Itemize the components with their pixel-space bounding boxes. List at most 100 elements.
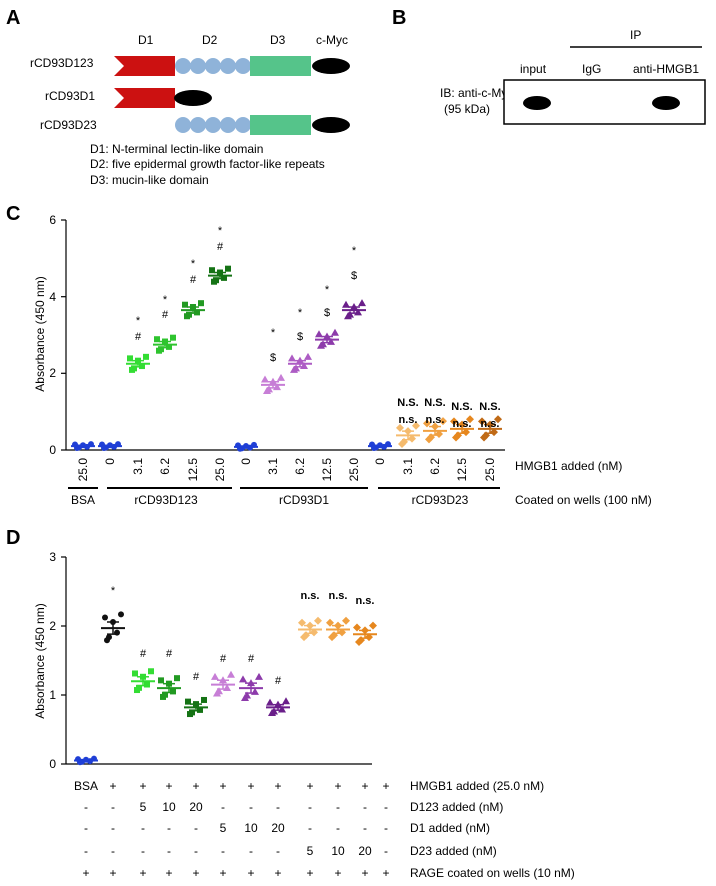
d-table-cell: - bbox=[221, 800, 225, 814]
data-point bbox=[197, 706, 203, 713]
d-table-cell: + bbox=[139, 866, 146, 880]
data-point bbox=[184, 313, 190, 320]
d2-domain-shape-d23 bbox=[175, 117, 251, 133]
data-point bbox=[408, 434, 416, 443]
d-table-cell: - bbox=[111, 844, 115, 858]
c-xtick-label: 25.0 bbox=[483, 458, 497, 482]
domain-label-d3: D3 bbox=[270, 33, 286, 47]
data-point bbox=[143, 353, 149, 360]
data-point bbox=[170, 688, 176, 695]
d-table-cell: - bbox=[141, 821, 145, 835]
d-table-cell: - bbox=[194, 844, 198, 858]
c-xtick-label: 12.5 bbox=[455, 458, 469, 482]
data-point bbox=[261, 375, 269, 383]
d-table-cell: + bbox=[247, 866, 254, 880]
d-table-cell: - bbox=[141, 844, 145, 858]
d-table-cell: + bbox=[192, 866, 199, 880]
d-table-cell: 10 bbox=[162, 800, 176, 814]
d-table-cell: 20 bbox=[189, 800, 203, 814]
data-point bbox=[255, 672, 263, 680]
panel-c-significance-d23: N.S. n.s. N.S. n.s. N.S. n.s. N.S. n.s. bbox=[397, 397, 500, 430]
d-table-cell: - bbox=[308, 800, 312, 814]
data-point bbox=[331, 328, 339, 336]
data-point bbox=[326, 618, 334, 627]
c-xtick-label: 3.1 bbox=[131, 458, 145, 475]
d-table-cell: 5 bbox=[220, 821, 227, 835]
data-point bbox=[158, 677, 164, 684]
d-ytick-2: 2 bbox=[49, 619, 56, 633]
d-table-cell: - bbox=[249, 800, 253, 814]
d-table-cell: 5 bbox=[307, 844, 314, 858]
c-xtick-label: 0 bbox=[373, 458, 387, 465]
d-table-cell: - bbox=[363, 800, 367, 814]
data-point bbox=[209, 267, 215, 274]
data-point bbox=[290, 365, 298, 373]
d-table-cell: - bbox=[84, 800, 88, 814]
data-point bbox=[298, 618, 306, 627]
d-table-cell: + bbox=[334, 866, 341, 880]
sig-hash: # bbox=[275, 675, 282, 687]
kda-label: (95 kDa) bbox=[444, 102, 490, 116]
c-ytick-2: 2 bbox=[49, 366, 56, 380]
d-table-cell: - bbox=[308, 821, 312, 835]
d-table-cell: + bbox=[382, 779, 389, 793]
data-point bbox=[134, 687, 140, 694]
sig-star: * bbox=[298, 307, 303, 319]
d-table-cell: + bbox=[306, 866, 313, 880]
d-table-cell: + bbox=[192, 779, 199, 793]
d-table-cell: - bbox=[111, 821, 115, 835]
data-point bbox=[118, 611, 124, 618]
d-table-cell: 5 bbox=[140, 800, 147, 814]
d-table-cell: 10 bbox=[244, 821, 258, 835]
c-xtick-label: 0 bbox=[103, 458, 117, 465]
d-ytick-3: 3 bbox=[49, 550, 56, 564]
data-point bbox=[239, 675, 247, 683]
data-point bbox=[139, 363, 145, 370]
d-table-cell: + bbox=[165, 779, 172, 793]
data-point bbox=[355, 638, 363, 647]
sig-NS: N.S. bbox=[424, 397, 445, 409]
ip-label: IP bbox=[630, 28, 641, 42]
data-point bbox=[494, 415, 502, 424]
data-point bbox=[358, 299, 366, 307]
construct-label-d123: rCD93D123 bbox=[30, 56, 94, 70]
data-point bbox=[132, 670, 138, 677]
data-point bbox=[304, 352, 312, 360]
c-xtick-label: 3.1 bbox=[266, 458, 280, 475]
sig-hash: # bbox=[166, 648, 173, 660]
d-table-cell: - bbox=[167, 821, 171, 835]
d-table-cell: - bbox=[384, 800, 388, 814]
data-point bbox=[198, 300, 204, 307]
data-point bbox=[315, 330, 323, 338]
sig-ns: n.s. bbox=[399, 414, 418, 426]
d-table-cell: + bbox=[109, 779, 116, 793]
sig-hash: # bbox=[190, 274, 197, 286]
panel-d-data-points bbox=[74, 611, 377, 766]
panel-c-x-tick-labels: 25.0 0 3.1 6.2 12.5 25.0 0 3.1 6.2 12.5 25.0 0 3.1 6.… bbox=[76, 458, 497, 482]
panel-c-data-points bbox=[71, 265, 502, 452]
d-ytick-0: 0 bbox=[49, 757, 56, 771]
d-table-cell: - bbox=[84, 844, 88, 858]
sig-star: * bbox=[191, 258, 196, 270]
d-table-cell: - bbox=[249, 844, 253, 858]
data-point bbox=[154, 336, 160, 343]
d3-domain-shape bbox=[250, 56, 311, 76]
d-table-cell: - bbox=[111, 800, 115, 814]
data-point bbox=[104, 637, 110, 644]
d2-domain-shape bbox=[175, 58, 251, 74]
c-group-d123: rCD93D123 bbox=[134, 493, 198, 507]
data-point bbox=[266, 698, 274, 706]
d-row-label: HMGB1 added (25.0 nM) bbox=[410, 779, 544, 793]
c-row-label-hmgb1: HMGB1 added (nM) bbox=[515, 459, 622, 473]
data-point bbox=[211, 672, 219, 680]
data-point bbox=[187, 711, 193, 718]
data-point bbox=[144, 681, 150, 688]
d-table-cell: + bbox=[334, 779, 341, 793]
data-point bbox=[462, 428, 470, 437]
data-point bbox=[466, 415, 474, 424]
c-xtick-label: 6.2 bbox=[428, 458, 442, 475]
blot-band-anti-hmgb1 bbox=[652, 96, 680, 110]
d-table-cell: - bbox=[336, 821, 340, 835]
sig-star: * bbox=[218, 225, 223, 237]
